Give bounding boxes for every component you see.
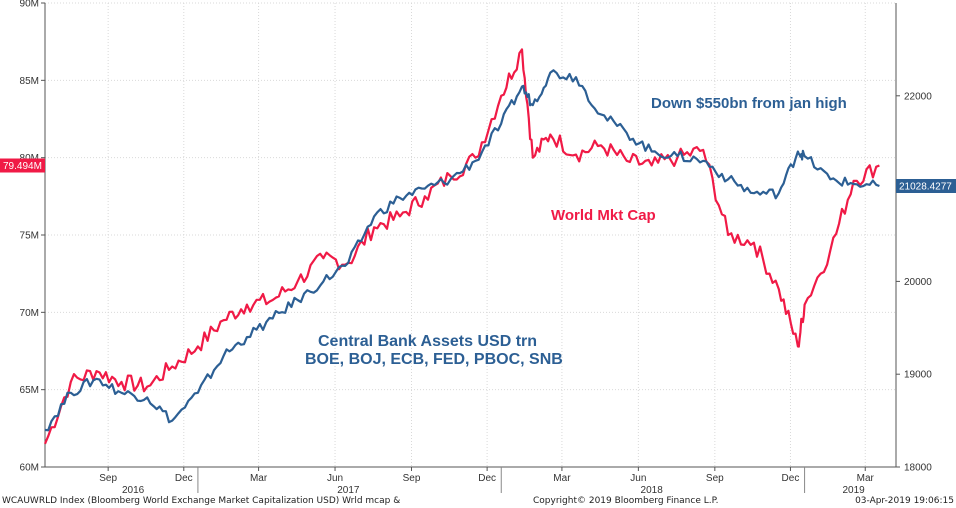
left-axis-tick-label: 70M bbox=[20, 308, 39, 319]
x-axis-tick-label: Sep bbox=[99, 473, 117, 484]
x-axis-year-label: 2016 bbox=[122, 485, 145, 496]
x-axis-tick-label: Dec bbox=[478, 473, 496, 484]
left-axis-tick-label: 65M bbox=[20, 385, 39, 396]
x-axis-tick-label: Dec bbox=[175, 473, 193, 484]
series-line-central-bank-assets bbox=[44, 69, 880, 432]
right-axis-tick-label: 19000 bbox=[904, 370, 932, 381]
annotation-central-bank-assets: Central Bank Assets USD trn bbox=[318, 333, 537, 350]
x-axis-tick-label: Dec bbox=[782, 473, 800, 484]
annotation-world-mkt-cap: World Mkt Cap bbox=[551, 207, 656, 224]
left-axis-tick-label: 90M bbox=[20, 0, 39, 10]
right-last-value-label: 21028.4277 bbox=[899, 182, 952, 193]
x-axis-tick-label: Sep bbox=[706, 473, 724, 484]
series-group bbox=[43, 48, 880, 445]
left-last-value-tag bbox=[0, 158, 45, 173]
x-axis-year-label: 2019 bbox=[842, 485, 865, 496]
annotation-jan-high: Down $550bn from jan high bbox=[651, 95, 847, 112]
x-axis-tick-label: Jun bbox=[327, 473, 343, 484]
x-axis-tick-label: Jun bbox=[630, 473, 646, 484]
x-axis-year-label: 2018 bbox=[641, 485, 664, 496]
right-axis-tick-label: 22000 bbox=[904, 91, 932, 102]
last-value-tags: 79.494M 21028.4277 bbox=[0, 158, 956, 193]
x-axis-year-label: 2017 bbox=[337, 485, 360, 496]
x-axis-tick-label: Sep bbox=[403, 473, 421, 484]
left-axis-tick-label: 60M bbox=[20, 463, 39, 474]
right-axis-tick-label: 18000 bbox=[904, 463, 932, 474]
x-axis-tick-label: Mar bbox=[857, 473, 875, 484]
grid bbox=[45, 2, 896, 468]
series-line-world-mkt-cap bbox=[43, 48, 880, 445]
footer-timestamp: 03-Apr-2019 19:06:15 bbox=[855, 496, 954, 506]
annotation-central-banks-list: BOE, BOJ, ECB, FED, PBOC, SNB bbox=[305, 351, 563, 368]
left-axis-tick-label: 85M bbox=[20, 76, 39, 87]
footer: WCAUWRLD Index (Bloomberg World Exchange… bbox=[2, 496, 954, 506]
annotations: Down $550bn from jan high World Mkt Cap … bbox=[305, 95, 847, 368]
x-axis-tick-label: Mar bbox=[250, 473, 268, 484]
right-axis-tick-label: 20000 bbox=[904, 277, 932, 288]
footer-source: WCAUWRLD Index (Bloomberg World Exchange… bbox=[2, 496, 400, 506]
footer-copyright: Copyright© 2019 Bloomberg Finance L.P. bbox=[533, 496, 718, 506]
x-axis-tick-label: Mar bbox=[553, 473, 571, 484]
left-axis-tick-label: 75M bbox=[20, 231, 39, 242]
right-last-value-tag bbox=[896, 179, 956, 193]
left-last-value-label: 79.494M bbox=[3, 161, 42, 172]
